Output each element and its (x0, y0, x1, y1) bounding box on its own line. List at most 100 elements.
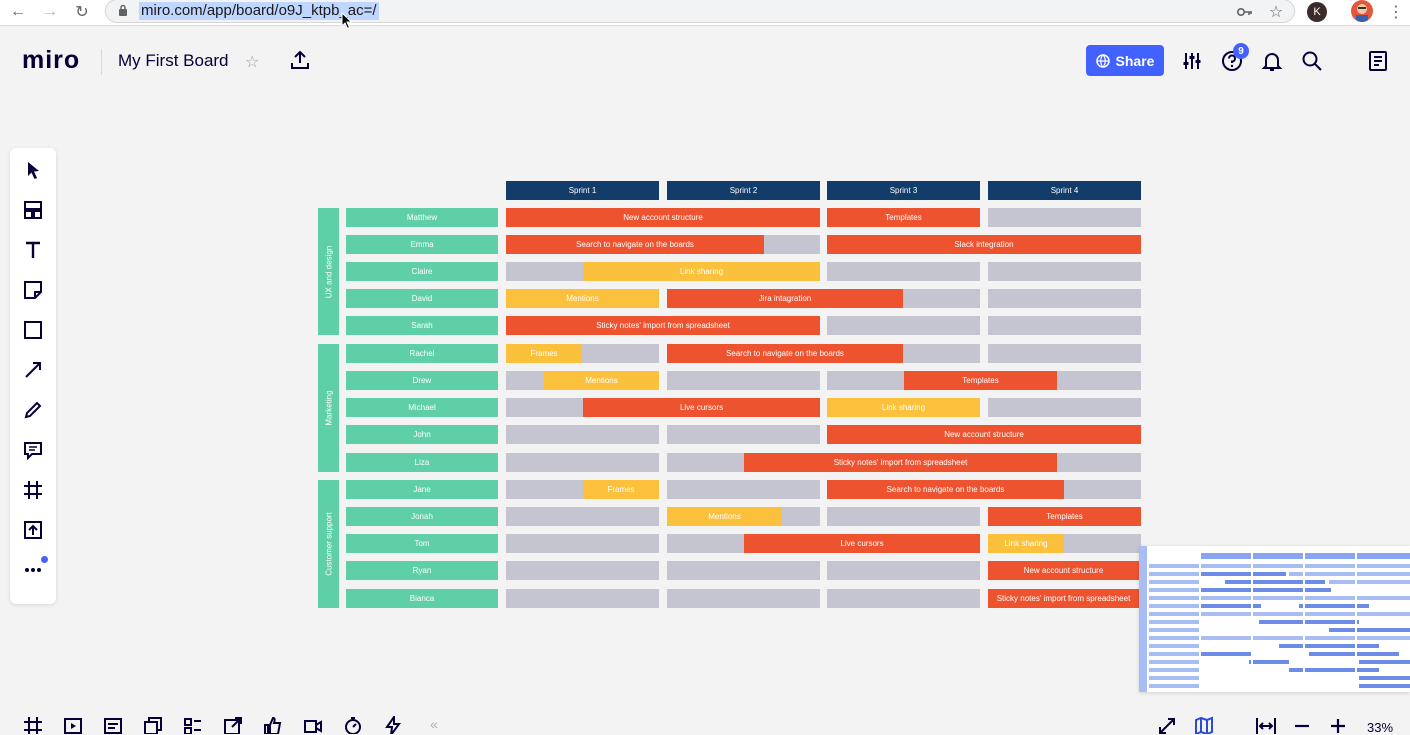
sprint-header[interactable]: Sprint 3 (827, 181, 980, 200)
voting-thumbs-up-icon[interactable] (262, 716, 284, 734)
empty-cell[interactable] (988, 398, 1141, 417)
frame-icon[interactable] (21, 478, 45, 502)
task-card[interactable]: Templates (904, 371, 1057, 390)
text-icon[interactable] (21, 238, 45, 262)
miro-logo[interactable]: miro (22, 46, 81, 74)
sprint-header[interactable]: Sprint 4 (988, 181, 1141, 200)
task-card[interactable]: Search to navigate on the boards (827, 480, 1064, 499)
reload-icon[interactable]: ↻ (75, 4, 89, 21)
templates-icon[interactable] (21, 198, 45, 222)
person-card[interactable]: David (346, 289, 498, 308)
presentation-icon[interactable] (62, 716, 84, 734)
task-card[interactable]: New account structure (988, 561, 1139, 580)
extension-avatar[interactable]: K (1307, 2, 1327, 22)
task-card[interactable]: New account structure (506, 208, 820, 227)
task-card[interactable]: Sticky notes' import from spreadsheet (506, 316, 820, 335)
empty-cell[interactable] (506, 561, 659, 580)
task-card[interactable]: Frames (506, 344, 582, 363)
arrow-line-icon[interactable] (21, 358, 45, 382)
cards-icon[interactable] (142, 716, 164, 734)
task-card[interactable]: Search to navigate on the boards (506, 235, 764, 254)
empty-cell[interactable] (506, 453, 659, 472)
task-card[interactable]: Link sharing (988, 534, 1064, 553)
empty-cell[interactable] (827, 589, 980, 608)
more-tools-icon[interactable] (21, 558, 45, 582)
task-card[interactable]: Sticky notes' import from spreadsheet (744, 453, 1057, 472)
empty-cell[interactable] (667, 371, 820, 390)
empty-cell[interactable] (988, 344, 1141, 363)
empty-cell[interactable] (667, 480, 820, 499)
task-card[interactable]: Templates (988, 507, 1141, 526)
task-card[interactable]: Frames (583, 480, 659, 499)
empty-cell[interactable] (667, 425, 820, 444)
back-icon[interactable]: ← (10, 3, 26, 20)
minimap[interactable] (1139, 546, 1410, 692)
task-card[interactable]: Mentions (544, 371, 659, 390)
forward-icon[interactable]: → (42, 3, 58, 20)
browser-menu-icon[interactable]: ⋮ (1388, 4, 1404, 21)
pen-icon[interactable] (21, 398, 45, 422)
task-card[interactable]: New account structure (827, 425, 1141, 444)
task-card[interactable]: Mentions (506, 289, 659, 308)
video-chat-icon[interactable] (302, 716, 324, 734)
bell-icon[interactable] (1260, 49, 1284, 73)
empty-cell[interactable] (827, 316, 980, 335)
cursor-select-icon[interactable] (21, 158, 45, 182)
board-menu-icon[interactable] (1366, 49, 1390, 73)
empty-cell[interactable] (506, 534, 659, 553)
person-card[interactable]: Claire (346, 262, 498, 281)
task-card[interactable]: Live cursors (744, 534, 980, 553)
share-button[interactable]: Share (1086, 45, 1164, 76)
help-icon[interactable] (1220, 49, 1244, 73)
task-card[interactable]: Live cursors (583, 398, 820, 417)
collapse-toolbar-icon[interactable]: « (430, 716, 438, 732)
empty-cell[interactable] (506, 589, 659, 608)
settings-sliders-icon[interactable] (1180, 49, 1204, 73)
empty-cell[interactable] (988, 208, 1141, 227)
person-card[interactable]: Rachel (346, 344, 498, 363)
person-card[interactable]: Matthew (346, 208, 498, 227)
person-card[interactable]: Liza (346, 453, 498, 472)
group-label[interactable]: UX and design (318, 208, 339, 335)
empty-cell[interactable] (667, 589, 820, 608)
person-card[interactable]: Ryan (346, 561, 498, 580)
task-card[interactable]: Link sharing (583, 262, 820, 281)
rectangle-shape-icon[interactable] (21, 318, 45, 342)
task-card[interactable]: Mentions (667, 507, 782, 526)
empty-cell[interactable] (988, 262, 1141, 281)
fullscreen-icon[interactable] (1156, 716, 1178, 734)
key-icon[interactable] (1235, 2, 1255, 22)
task-card[interactable]: Templates (827, 208, 980, 227)
task-card[interactable]: Slack integration (827, 235, 1141, 254)
task-card[interactable]: Link sharing (827, 398, 980, 417)
task-card[interactable]: Jira intagration (667, 289, 903, 308)
sticky-note-icon[interactable] (21, 278, 45, 302)
map-icon[interactable] (1193, 716, 1215, 734)
person-card[interactable]: John (346, 425, 498, 444)
comments-panel-icon[interactable] (102, 716, 124, 734)
board-title[interactable]: My First Board (118, 51, 229, 70)
search-icon[interactable] (1300, 49, 1324, 73)
empty-cell[interactable] (506, 507, 659, 526)
comment-icon[interactable] (21, 438, 45, 462)
person-card[interactable]: Emma (346, 235, 498, 254)
empty-cell[interactable] (988, 289, 1141, 308)
group-label[interactable]: Marketing (318, 344, 339, 472)
zoom-level[interactable]: 33% (1367, 720, 1394, 735)
task-card[interactable]: Sticky notes' import from spreadsheet (988, 589, 1139, 608)
url-text[interactable]: miro.com/app/board/o9J_ktpb_ac=/ (139, 2, 379, 20)
sprint-header[interactable]: Sprint 1 (506, 181, 659, 200)
kanban-icon[interactable] (182, 716, 204, 734)
empty-cell[interactable] (827, 262, 980, 281)
bookmark-star-icon[interactable]: ☆ (1268, 4, 1284, 21)
person-card[interactable]: Jonah (346, 507, 498, 526)
person-card[interactable]: Michael (346, 398, 498, 417)
empty-cell[interactable] (827, 561, 980, 580)
empty-cell[interactable] (988, 316, 1141, 335)
empty-cell[interactable] (827, 507, 980, 526)
zoom-in-icon[interactable] (1327, 716, 1349, 734)
profile-avatar[interactable] (1351, 0, 1373, 22)
sprint-header[interactable]: Sprint 2 (667, 181, 820, 200)
person-card[interactable]: Sarah (346, 316, 498, 335)
